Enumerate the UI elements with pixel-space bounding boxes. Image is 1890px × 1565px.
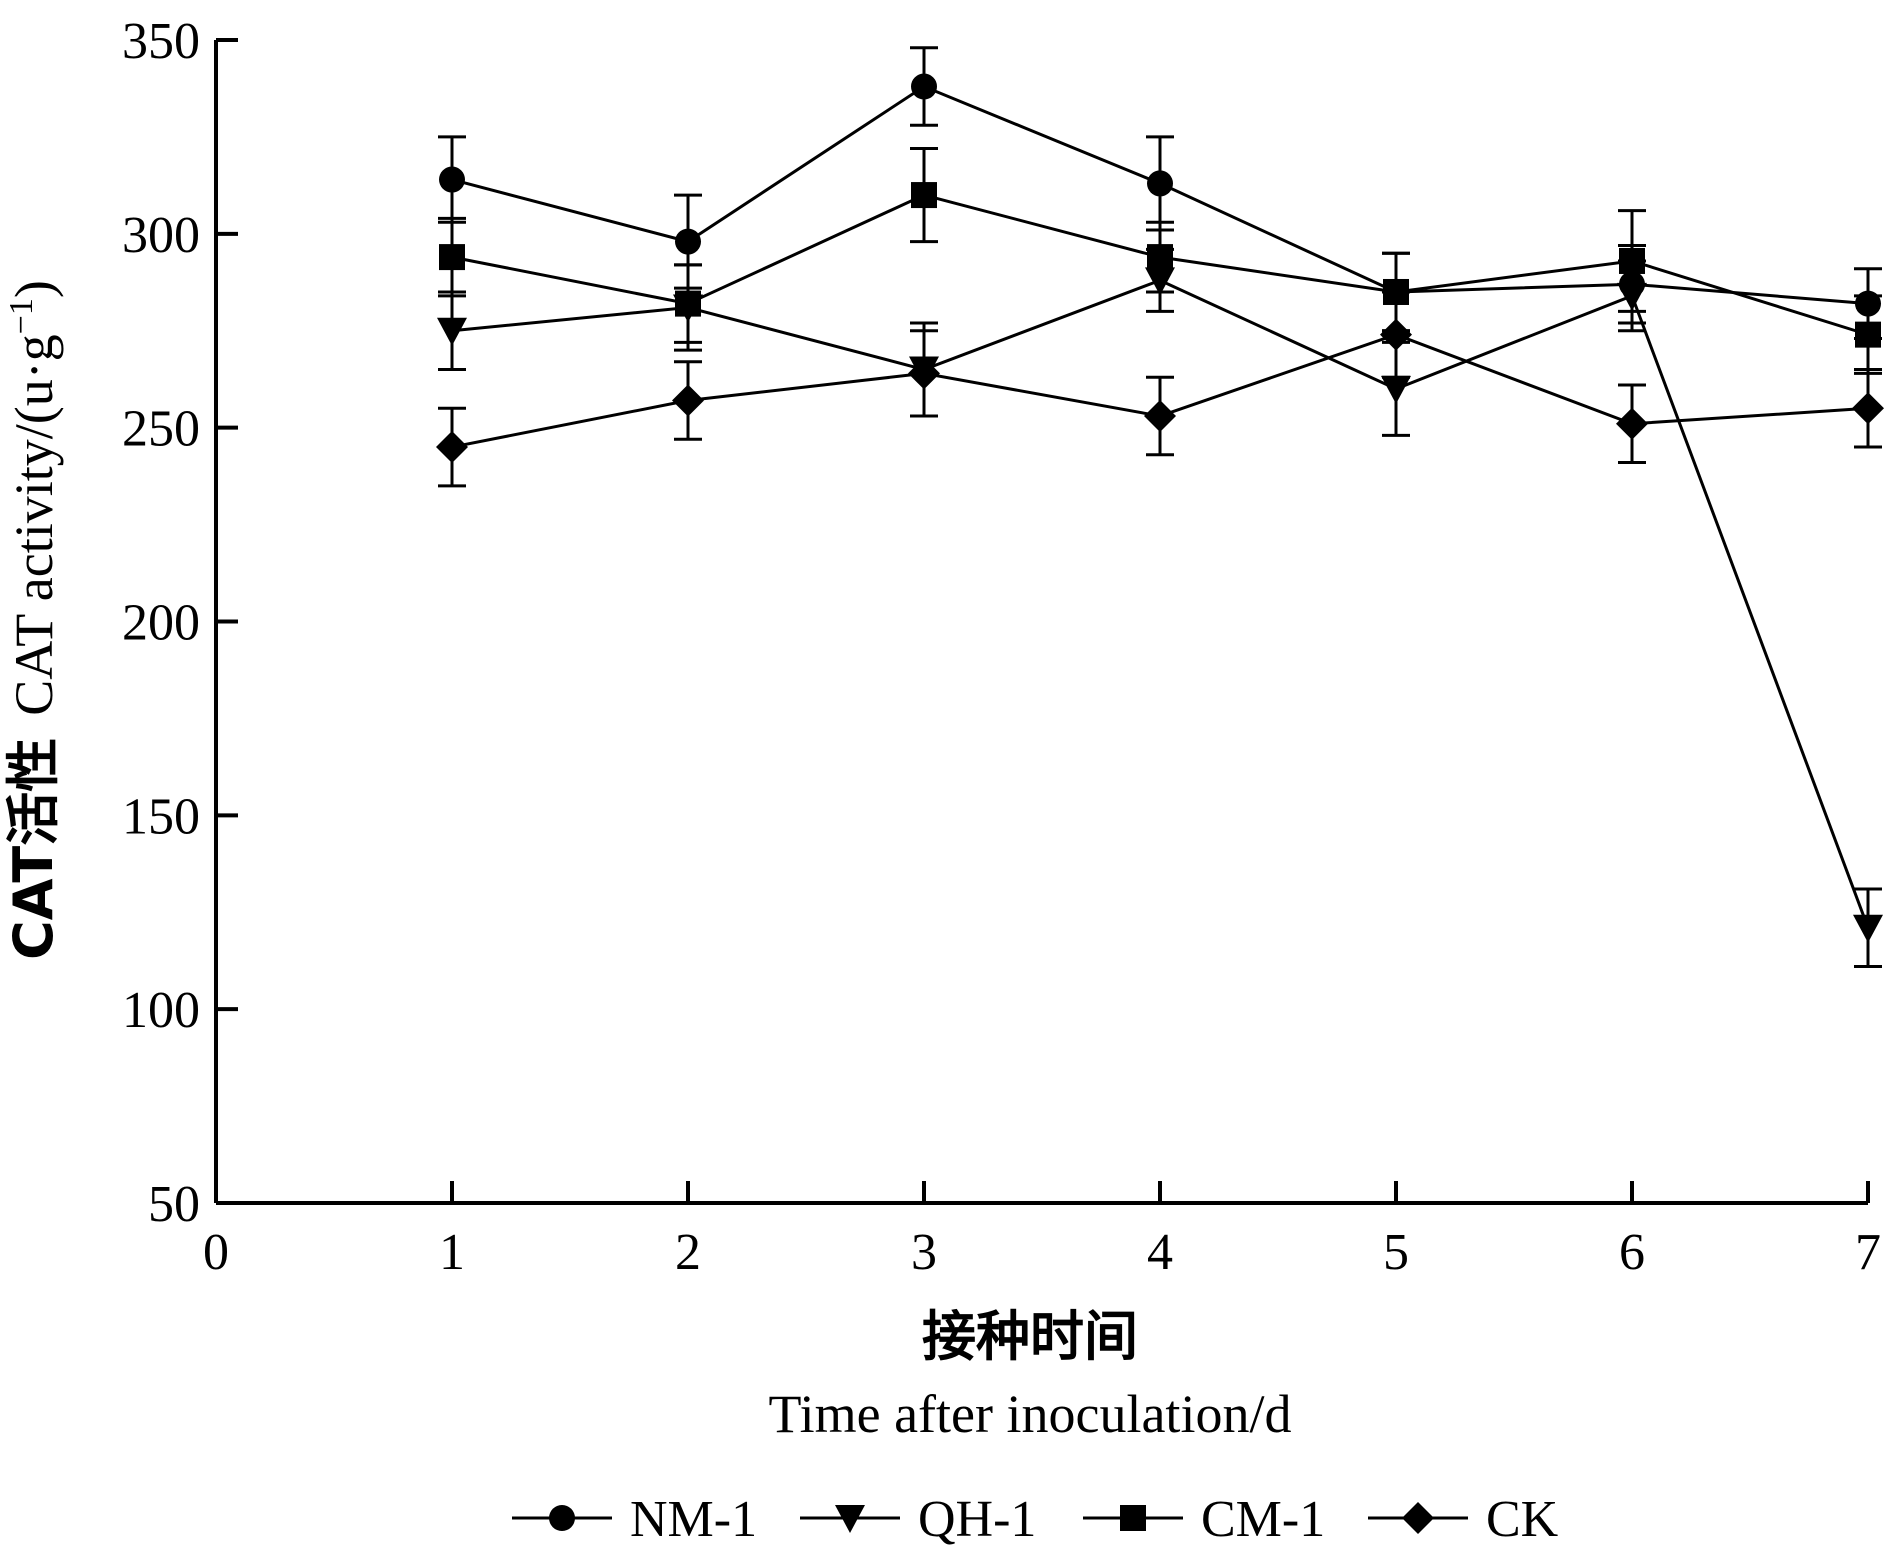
data-point bbox=[1616, 407, 1648, 440]
data-point bbox=[1144, 400, 1176, 433]
data-point bbox=[1380, 318, 1412, 351]
y-tick-label: 50 bbox=[148, 1176, 200, 1233]
data-point bbox=[911, 73, 937, 100]
legend-item-QH-1: QH-1 bbox=[800, 1491, 1036, 1548]
data-point bbox=[1852, 392, 1884, 425]
data-point bbox=[1619, 247, 1645, 274]
data-point bbox=[439, 244, 465, 271]
y-axis-title: CAT活性 CAT activity/(u·g−1) bbox=[2, 280, 65, 960]
y-tick-label: 250 bbox=[122, 401, 200, 458]
data-point bbox=[436, 431, 468, 464]
x-tick-label: 0 bbox=[203, 1224, 229, 1281]
x-ticks: 0 1 2 3 4 5 6 7 bbox=[203, 1181, 1881, 1281]
y-tick-label: 300 bbox=[122, 207, 200, 264]
series-CM-1 bbox=[438, 147, 1882, 375]
legend-marker bbox=[549, 1505, 575, 1531]
y-axis-title-cn: CAT活性 bbox=[2, 738, 65, 960]
x-tick-label: 6 bbox=[1619, 1224, 1645, 1281]
legend-item-CM-1: CM-1 bbox=[1083, 1491, 1325, 1548]
x-tick-label: 5 bbox=[1383, 1224, 1409, 1281]
data-point bbox=[675, 228, 701, 255]
legend-label: CM-1 bbox=[1201, 1491, 1325, 1548]
data-point bbox=[675, 290, 701, 317]
y-axis-title-close: ) bbox=[4, 280, 64, 298]
data-point bbox=[911, 182, 937, 209]
y-ticks: 50 100 150 200 250 300 350 bbox=[122, 13, 238, 1233]
x-axis-title-en: Time after inoculation/d bbox=[769, 1384, 1292, 1444]
data-point bbox=[439, 166, 465, 193]
x-tick-label: 1 bbox=[439, 1224, 465, 1281]
legend-item-NM-1: NM-1 bbox=[512, 1491, 757, 1548]
series-group bbox=[436, 46, 1884, 969]
data-point bbox=[672, 384, 704, 417]
y-axis-title-superscript: −1 bbox=[3, 298, 40, 334]
data-point bbox=[1381, 375, 1411, 404]
data-point bbox=[1853, 914, 1883, 943]
y-tick-label: 150 bbox=[122, 788, 200, 845]
legend-marker bbox=[1120, 1505, 1146, 1531]
legend-label: QH-1 bbox=[918, 1491, 1036, 1548]
x-tick-label: 7 bbox=[1855, 1224, 1881, 1281]
x-tick-label: 2 bbox=[675, 1224, 701, 1281]
series-CK bbox=[436, 290, 1884, 488]
legend-marker bbox=[1402, 1502, 1434, 1534]
y-tick-label: 100 bbox=[122, 982, 200, 1039]
legend-label: CK bbox=[1486, 1491, 1559, 1548]
y-tick-label: 350 bbox=[122, 13, 200, 70]
y-axis-title-text: CAT活性 CAT activity/(u·g−1) bbox=[2, 280, 65, 960]
legend-marker bbox=[835, 1505, 865, 1533]
data-point bbox=[908, 357, 940, 390]
data-point bbox=[1147, 244, 1173, 271]
legend-label: NM-1 bbox=[630, 1491, 757, 1548]
data-point bbox=[1147, 170, 1173, 197]
x-tick-label: 4 bbox=[1147, 1224, 1173, 1281]
y-axis-title-en: CAT activity/(u·g bbox=[4, 334, 64, 715]
y-tick-label: 200 bbox=[122, 595, 200, 652]
data-point bbox=[1855, 321, 1881, 348]
series-QH-1 bbox=[437, 247, 1883, 969]
legend: NM-1 QH-1 CM-1 CK bbox=[512, 1491, 1559, 1548]
axes bbox=[214, 40, 1868, 1205]
x-tick-label: 3 bbox=[911, 1224, 937, 1281]
x-axis-title-cn: 接种时间 bbox=[922, 1305, 1138, 1368]
data-point bbox=[437, 317, 467, 346]
legend-item-CK: CK bbox=[1368, 1491, 1559, 1548]
